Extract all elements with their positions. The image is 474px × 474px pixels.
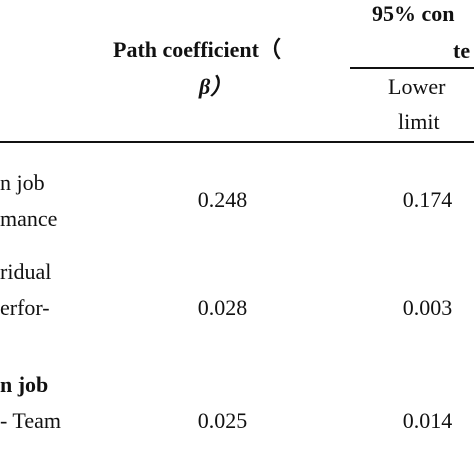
path-coefficient-symbol: β） [199, 74, 233, 99]
lower-header-line2: limit [398, 109, 440, 134]
lower-header: Lower [388, 74, 446, 99]
coefficient: 0.248 [197, 187, 248, 212]
lower-limit: 0.174 [402, 187, 453, 212]
row-label: erfor- [0, 295, 50, 320]
row-label: ridual [0, 259, 52, 284]
path-coefficient-header: Path coefficient（ [113, 37, 281, 62]
row-label: n job [0, 372, 49, 397]
row-label: - Team [0, 408, 61, 433]
lower-limit: 0.003 [402, 295, 453, 320]
row-label: mance [0, 206, 58, 231]
coefficient: 0.025 [197, 408, 248, 433]
ci-title: 95% con [372, 1, 455, 26]
row-label: n job [0, 170, 45, 195]
header-rule [0, 141, 474, 143]
lower-limit: 0.014 [402, 408, 453, 433]
coefficient: 0.028 [197, 295, 248, 320]
ci-title-line2: te [453, 38, 471, 63]
ci-rule [350, 67, 474, 69]
